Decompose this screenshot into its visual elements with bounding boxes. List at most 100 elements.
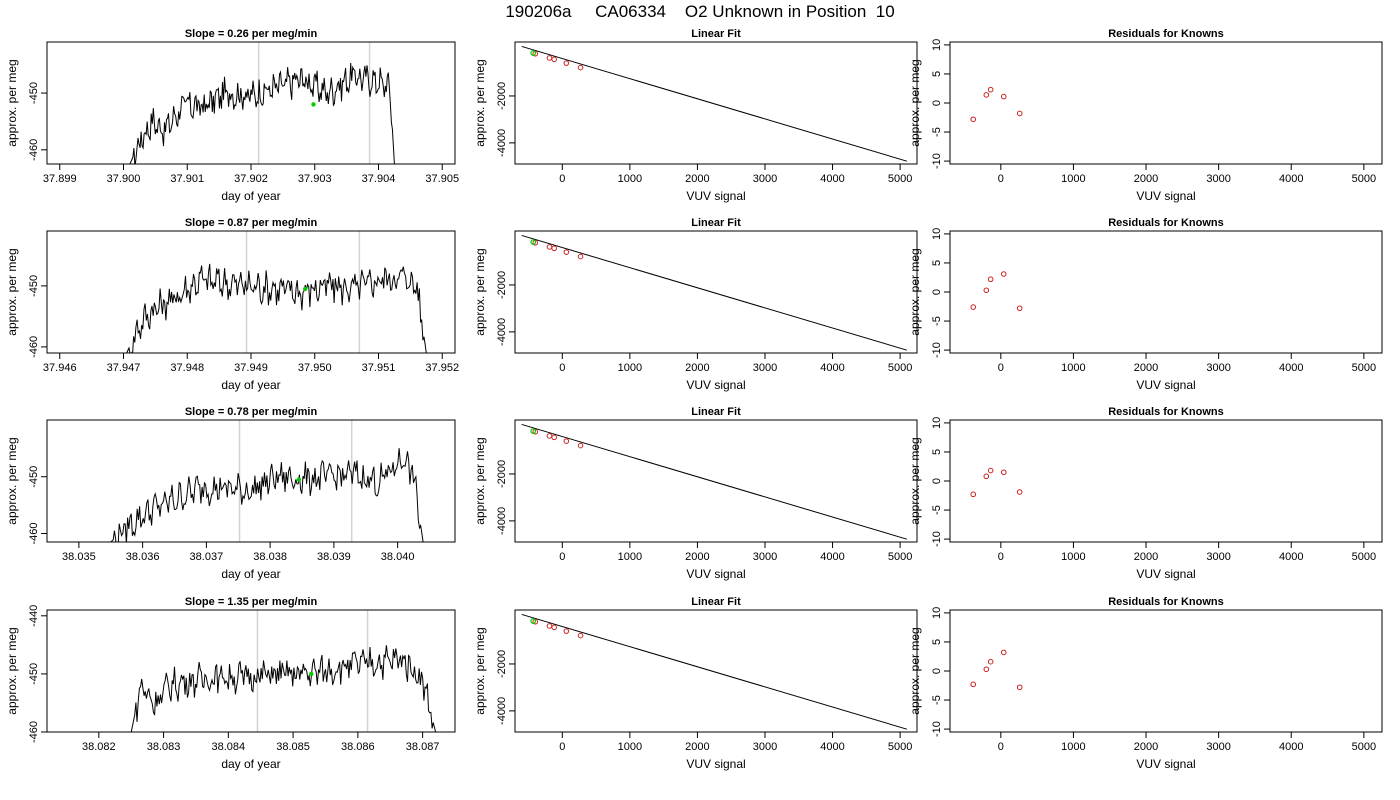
panel-5: Linear Fit 0 1000 2000 3000 4000 5000 VUV signa… <box>473 217 918 392</box>
panel-3: Slope = 1.35 per meg/min 38.082 38.083 38.0… <box>5 596 456 771</box>
y-tick-label: 10 <box>931 39 943 51</box>
x-tick-label: 5000 <box>1352 551 1376 563</box>
x-tick-label: 2000 <box>1134 173 1158 185</box>
y-axis-label: approx. per meg <box>473 437 487 524</box>
y-tick-label: -5 <box>931 695 943 705</box>
plot-frame <box>949 230 1383 354</box>
panel-title: Linear Fit <box>691 28 741 40</box>
unknown-point <box>302 286 308 292</box>
x-tick-label: 38.039 <box>317 551 351 563</box>
fit-line <box>521 423 908 540</box>
plot-area <box>970 86 1023 123</box>
plot-area <box>110 420 424 542</box>
plot-area <box>970 271 1023 312</box>
y-axis-label: approx. per meg <box>908 437 922 524</box>
panel-7: Linear Fit 0 1000 2000 3000 4000 5000 VUV signa… <box>473 596 918 771</box>
unknown-point <box>530 50 537 56</box>
y-tick-label: 0 <box>931 289 943 295</box>
x-tick-label: 0 <box>998 173 1004 185</box>
known-point <box>563 628 570 634</box>
y-tick-label: -10 <box>931 342 943 358</box>
x-tick-label: 1000 <box>618 173 642 185</box>
x-tick-label: 0 <box>559 362 565 374</box>
residual-point <box>970 116 977 123</box>
x-tick-label: 1000 <box>618 741 642 753</box>
known-point <box>551 434 557 441</box>
panel-title: Residuals for Knowns <box>1108 596 1224 608</box>
x-tick-label: 2000 <box>685 362 709 374</box>
plot-frame <box>949 609 1383 733</box>
y-tick-label: -4000 <box>496 697 508 725</box>
x-tick-label: 38.083 <box>147 741 181 753</box>
plot-area <box>129 42 395 164</box>
known-point <box>577 64 584 71</box>
plot-area <box>970 467 1023 498</box>
y-axis-label: approx. per meg <box>908 248 922 335</box>
unknown-point <box>309 671 314 677</box>
known-point <box>551 245 557 252</box>
page-title: 190206a CA06334 O2 Unknown in Position 1… <box>505 2 895 21</box>
y-tick-label: 10 <box>931 607 943 619</box>
fit-line <box>521 234 908 351</box>
panel-title: Slope = 1.35 per meg/min <box>185 596 318 608</box>
unknown-point <box>530 618 537 624</box>
residual-point <box>983 473 990 480</box>
y-tick-label: -2000 <box>496 82 508 110</box>
y-tick-label: 5 <box>931 71 943 77</box>
known-point <box>546 244 553 250</box>
panel-title: Residuals for Knowns <box>1108 217 1224 229</box>
known-point <box>546 55 553 61</box>
residual-point <box>987 276 994 283</box>
y-tick-label: 5 <box>931 260 943 266</box>
plot-area <box>521 613 908 730</box>
x-tick-label: 3000 <box>1206 551 1230 563</box>
signal-trace <box>130 645 437 732</box>
residual-point <box>987 658 994 665</box>
residual-point <box>1000 649 1007 656</box>
x-tick-label: 4000 <box>820 551 844 563</box>
residual-point <box>1016 684 1023 691</box>
x-axis-label: day of year <box>221 567 280 581</box>
x-tick-label: 37.902 <box>234 173 268 185</box>
y-tick-label: -10 <box>931 721 943 737</box>
y-tick-label: -4000 <box>496 129 508 157</box>
y-tick-label: -460 <box>28 721 40 743</box>
panel-1: Slope = 0.87 per meg/min 37.946 37.947 37.9… <box>5 217 459 392</box>
y-tick-label: 0 <box>931 100 943 106</box>
plot-area <box>521 234 908 351</box>
x-tick-label: 3000 <box>753 173 777 185</box>
residual-point <box>1016 489 1023 495</box>
x-tick-label: 1000 <box>1061 173 1085 185</box>
y-axis-label: approx. per meg <box>473 627 487 714</box>
x-axis-label: day of year <box>221 757 280 771</box>
unknown-point <box>530 428 537 434</box>
x-tick-label: 3000 <box>1206 362 1230 374</box>
y-axis-label: approx. per meg <box>5 59 19 146</box>
panel-title: Residuals for Knowns <box>1108 406 1224 418</box>
plot-frame <box>46 609 456 733</box>
x-tick-label: 5000 <box>888 741 912 753</box>
x-tick-label: 37.952 <box>425 362 459 374</box>
x-tick-label: 37.901 <box>170 173 204 185</box>
residual-point <box>1016 110 1023 117</box>
y-tick-label: -450 <box>28 663 40 685</box>
plot-frame <box>514 419 918 543</box>
y-tick-label: -5 <box>931 505 943 515</box>
x-tick-label: 37.947 <box>107 362 141 374</box>
known-point <box>563 249 570 255</box>
y-tick-label: 0 <box>931 478 943 484</box>
signal-trace <box>110 448 424 542</box>
x-tick-label: 5000 <box>1352 362 1376 374</box>
y-axis-label: approx. per meg <box>473 248 487 335</box>
x-axis-label: day of year <box>221 189 280 203</box>
panel-10: Residuals for Knowns 0 1000 2000 3000 4000 500… <box>908 406 1383 581</box>
x-tick-label: 38.035 <box>62 551 96 563</box>
plot-frame <box>46 230 456 354</box>
y-axis-label: approx. per meg <box>908 627 922 714</box>
known-point <box>551 624 557 631</box>
x-tick-label: 38.038 <box>253 551 287 563</box>
residual-point <box>983 287 990 294</box>
plot-frame <box>46 41 456 165</box>
y-tick-label: -460 <box>28 139 40 161</box>
x-tick-label: 4000 <box>820 362 844 374</box>
